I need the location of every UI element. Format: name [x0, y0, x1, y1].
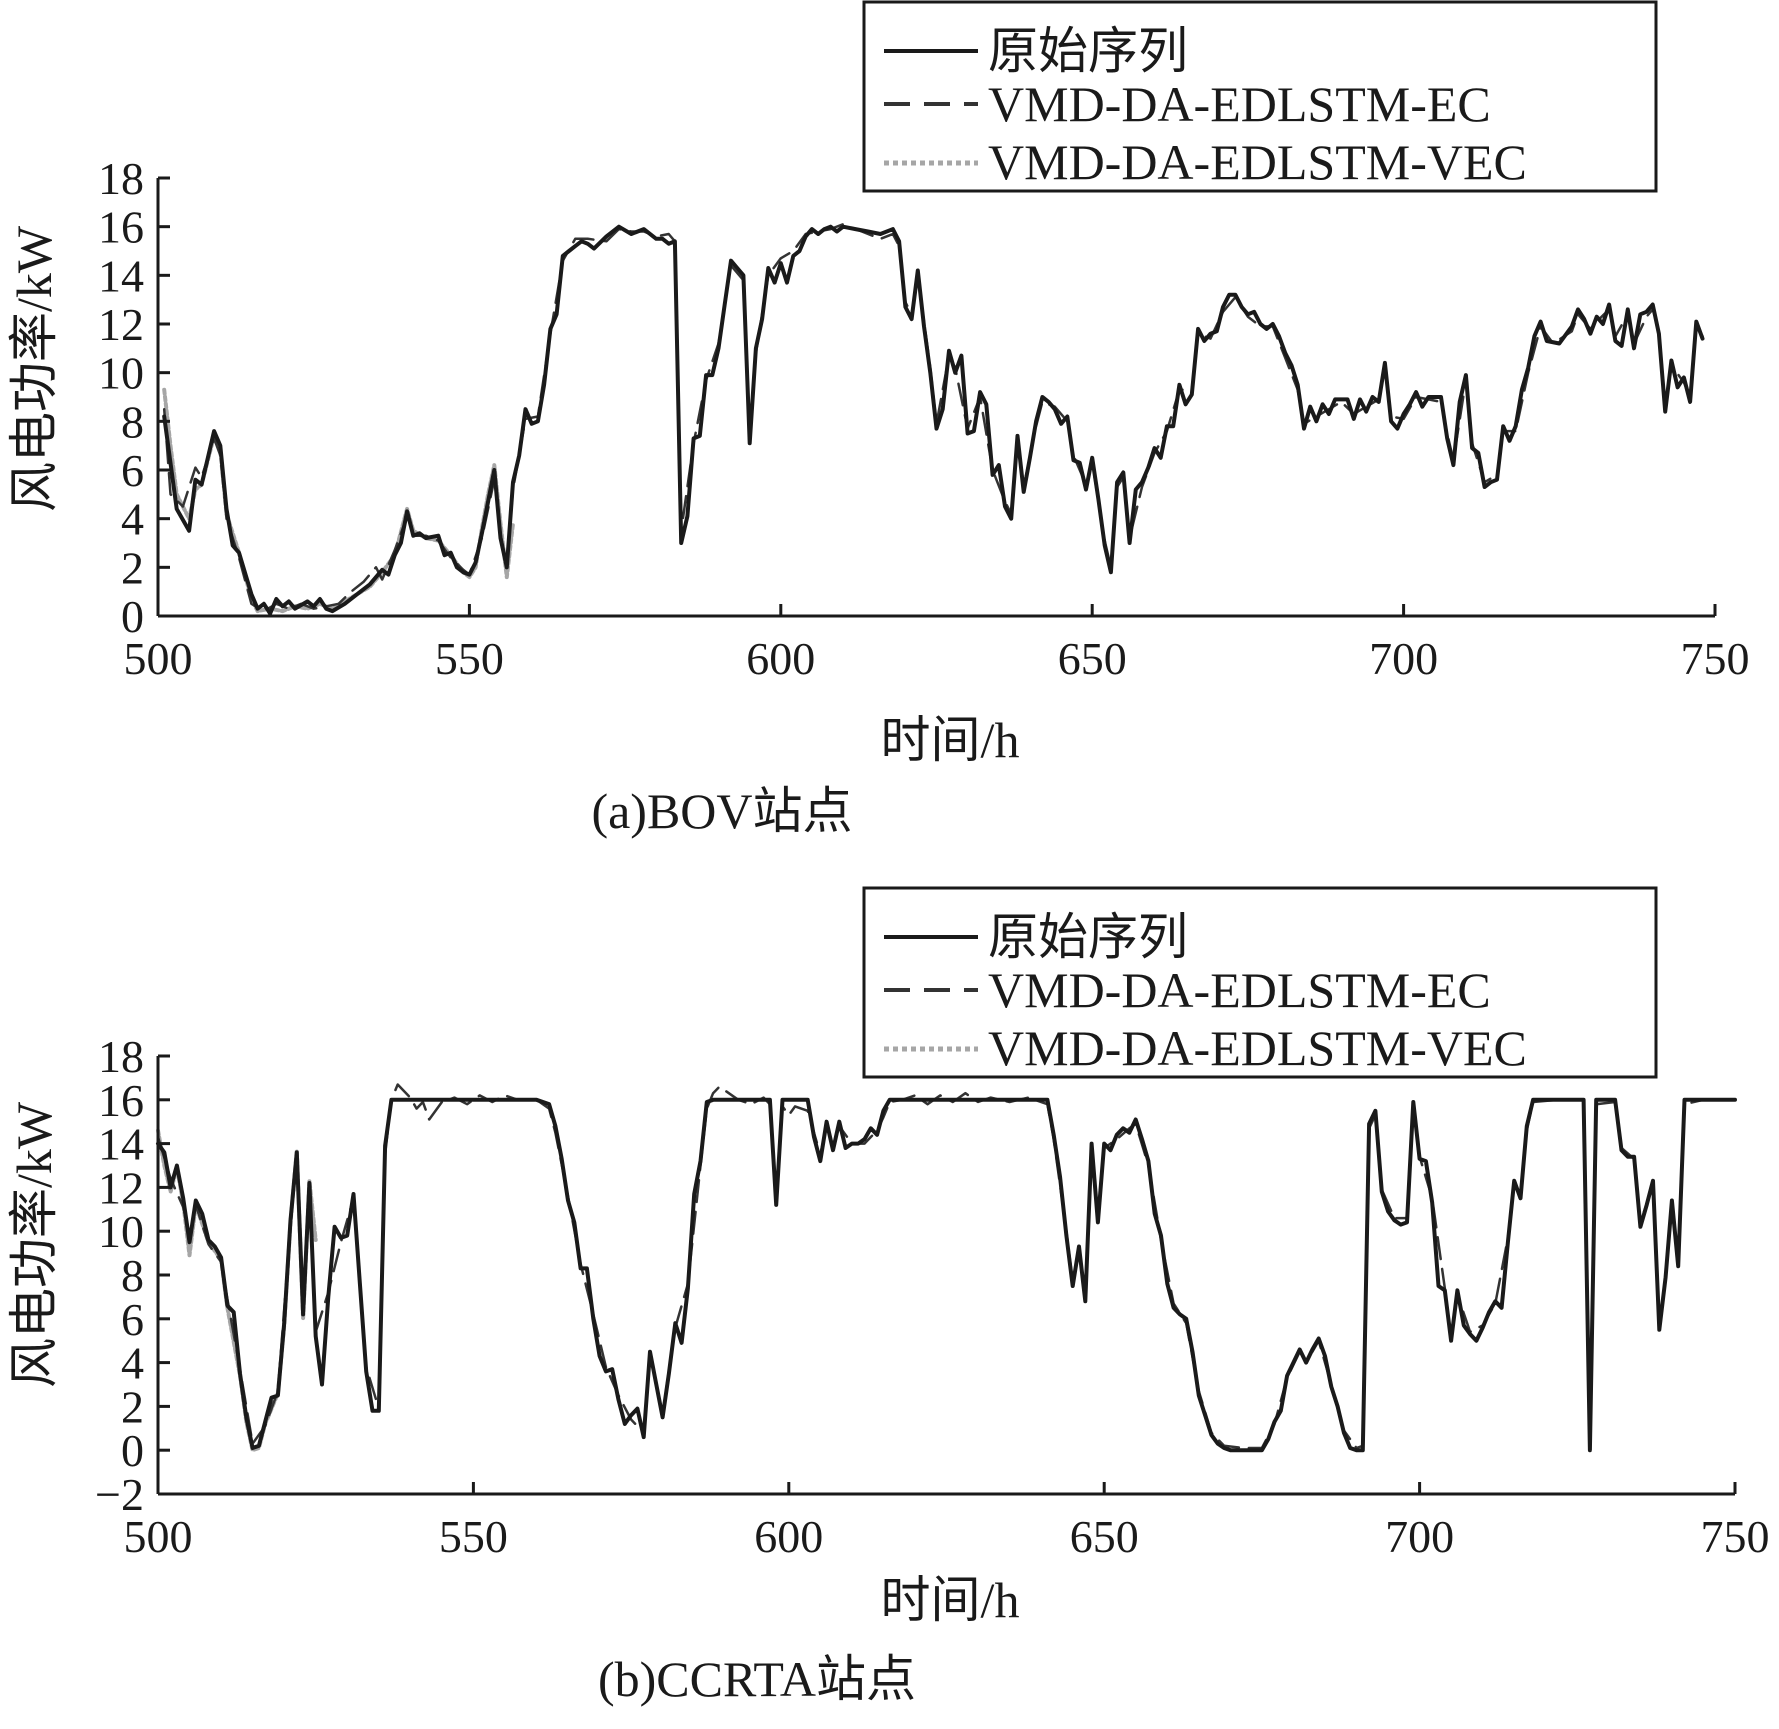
x-axis-label: 时间/h — [881, 712, 1020, 768]
x-tick-label: 700 — [1369, 633, 1438, 684]
y-tick-label: 6 — [121, 445, 144, 496]
legend-box — [862, 0, 1658, 193]
y-tick-label: 10 — [98, 1206, 144, 1257]
y-tick-label: 6 — [121, 1294, 144, 1345]
x-tick-label: 750 — [1701, 1511, 1770, 1562]
plot-area — [158, 1056, 1735, 1494]
y-tick-label: 14 — [98, 250, 144, 301]
x-tick-label: 650 — [1058, 633, 1127, 684]
legend-label-ec: VMD-DA-EDLSTM-EC — [988, 76, 1491, 132]
y-tick-label: −2 — [95, 1469, 144, 1520]
x-tick-label: 600 — [746, 633, 815, 684]
y-axis-label: 风电功率/kW — [6, 225, 62, 512]
x-tick-label: 550 — [435, 633, 504, 684]
x-tick-label: 550 — [439, 1511, 508, 1562]
x-tick-label: 750 — [1681, 633, 1750, 684]
legend: 原始序列 VMD-DA-EDLSTM-EC VMD-DA-EDLSTM-VEC — [862, 886, 1658, 1079]
axes — [156, 178, 1715, 618]
series-line-solid — [162, 224, 1705, 616]
y-tick-label: 18 — [98, 153, 144, 204]
chart-caption: (b)CCRTA站点 — [598, 1651, 916, 1707]
y-tick-label: 4 — [121, 1338, 144, 1389]
x-tick-label: 600 — [754, 1511, 823, 1562]
series-line-solid — [156, 1097, 1737, 1453]
legend-label-original: 原始序列 — [988, 909, 1188, 965]
series-layer — [156, 1083, 1737, 1453]
y-tick-label: 16 — [98, 202, 144, 253]
x-tick-label: 500 — [124, 1511, 193, 1562]
y-tick-label: 12 — [98, 299, 144, 350]
y-tick-label: 16 — [98, 1075, 144, 1126]
legend-label-vec: VMD-DA-EDLSTM-VEC — [988, 1020, 1527, 1076]
y-tick-label: 2 — [121, 1381, 144, 1432]
y-tick-label: 0 — [121, 1425, 144, 1476]
x-axis-label: 时间/h — [881, 1572, 1020, 1628]
y-tick-label: 2 — [121, 542, 144, 593]
y-axis-label: 风电功率/kW — [6, 1101, 62, 1388]
plot-background — [158, 178, 1715, 616]
y-tick-label: 0 — [121, 591, 144, 642]
y-tick-label: 8 — [121, 1250, 144, 1301]
legend-label-vec: VMD-DA-EDLSTM-VEC — [988, 134, 1527, 190]
x-tick-label: 700 — [1385, 1511, 1454, 1562]
x-tick-label: 500 — [124, 633, 193, 684]
y-tick-label: 14 — [98, 1119, 144, 1170]
plot-area — [158, 178, 1715, 616]
series-layer — [162, 222, 1705, 616]
y-tick-label: 18 — [98, 1031, 144, 1082]
plot-background — [158, 1056, 1735, 1494]
legend: 原始序列 VMD-DA-EDLSTM-EC VMD-DA-EDLSTM-VEC — [862, 0, 1658, 193]
y-tick-label: 12 — [98, 1162, 144, 1213]
y-tick-label: 10 — [98, 348, 144, 399]
legend-box — [862, 886, 1658, 1079]
legend-label-ec: VMD-DA-EDLSTM-EC — [988, 962, 1491, 1018]
y-tick-label: 8 — [121, 396, 144, 447]
y-tick-label: 4 — [121, 494, 144, 545]
x-tick-label: 650 — [1070, 1511, 1139, 1562]
chart-caption: (a)BOV站点 — [591, 783, 852, 839]
legend-label-original: 原始序列 — [988, 23, 1188, 79]
